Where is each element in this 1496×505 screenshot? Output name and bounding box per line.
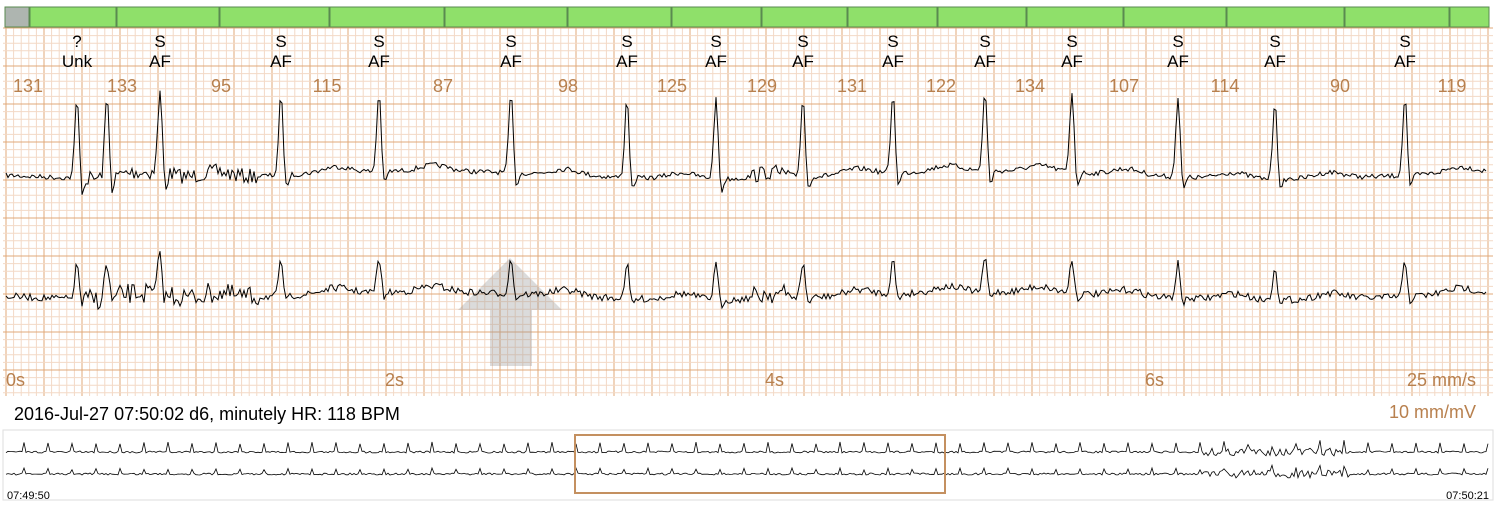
overview-end: 07:50:21 <box>1446 490 1489 502</box>
bar-segment[interactable] <box>219 6 330 28</box>
time-mark: 6s <box>1145 370 1164 390</box>
ecg-lead-2 <box>5 251 1487 311</box>
beat-type: S <box>1066 32 1077 51</box>
bar-segment[interactable] <box>1226 6 1345 28</box>
heart-rate: 119 <box>1438 76 1467 96</box>
heart-rate: 90 <box>1330 76 1350 96</box>
heart-rate: 134 <box>1015 76 1045 96</box>
heart-rate: 95 <box>211 76 231 96</box>
bar-segment[interactable] <box>937 6 1027 28</box>
beat-bar[interactable] <box>4 6 1490 28</box>
speed: 25 mm/s <box>1407 370 1476 390</box>
bar-segment[interactable] <box>567 6 672 28</box>
beat-type: S <box>1172 32 1183 51</box>
beat-type: ? <box>72 32 81 51</box>
time-mark: 4s <box>765 370 784 390</box>
time-mark: 2s <box>385 370 404 390</box>
heart-rate: 133 <box>107 76 137 96</box>
beat-label: AF <box>792 52 814 71</box>
beat-type: S <box>710 32 721 51</box>
beat-label: Unk <box>62 52 93 71</box>
beat-type: S <box>373 32 384 51</box>
bar-segment[interactable] <box>4 6 30 28</box>
heart-rate: 98 <box>558 76 578 96</box>
bar-segment[interactable] <box>761 6 848 28</box>
heart-rate: 87 <box>433 76 453 96</box>
beat-type: S <box>621 32 632 51</box>
bar-segment[interactable] <box>847 6 938 28</box>
heart-rate: 115 <box>313 76 342 96</box>
traces <box>5 90 1487 311</box>
beat-label: AF <box>1167 52 1189 71</box>
overview-lead-1 <box>5 440 1489 457</box>
bar-segment[interactable] <box>1123 6 1227 28</box>
bar-segment[interactable] <box>116 6 220 28</box>
info-text: 2016-Jul-27 07:50:02 d6, minutely HR: 11… <box>14 404 400 424</box>
grid <box>3 27 1493 396</box>
beat-type: S <box>887 32 898 51</box>
beat-type: S <box>275 32 286 51</box>
beat-label: AF <box>149 52 171 71</box>
scroll-arrow[interactable] <box>458 258 562 366</box>
heart-rate: 114 <box>1211 76 1240 96</box>
overview-frame <box>2 429 1494 501</box>
beat-type: S <box>1269 32 1280 51</box>
beat-label: AF <box>974 52 996 71</box>
beat-label: AF <box>1061 52 1083 71</box>
heart-rate: 131 <box>13 76 43 96</box>
beat-type: S <box>797 32 808 51</box>
bar-segment[interactable] <box>29 6 117 28</box>
heart-rate: 107 <box>1109 76 1139 96</box>
beat-type: S <box>1399 32 1410 51</box>
labels: ?UnkSAFSAFSAFSAFSAFSAFSAFSAFSAFSAFSAFSAF… <box>6 32 1466 390</box>
beat-label: AF <box>705 52 727 71</box>
heart-rate: 131 <box>837 76 867 96</box>
bar-segment[interactable] <box>1449 6 1490 28</box>
bar-segment[interactable] <box>671 6 762 28</box>
heart-rate: 125 <box>657 76 687 96</box>
bar-segment[interactable] <box>1344 6 1450 28</box>
overview-lead-2 <box>5 463 1489 480</box>
ecg-lead-1 <box>5 90 1487 195</box>
bar-segment[interactable] <box>329 6 445 28</box>
beat-type: S <box>979 32 990 51</box>
beat-label: AF <box>1394 52 1416 71</box>
overview-start: 07:49:50 <box>7 490 50 502</box>
beat-label: AF <box>368 52 390 71</box>
beat-label: AF <box>616 52 638 71</box>
bar-segment[interactable] <box>444 6 568 28</box>
heart-rate: 122 <box>926 76 956 96</box>
beat-label: AF <box>882 52 904 71</box>
beat-type: S <box>505 32 516 51</box>
beat-label: AF <box>500 52 522 71</box>
time-mark: 0s <box>6 370 25 390</box>
beat-label: AF <box>1264 52 1286 71</box>
overview-window[interactable] <box>574 434 946 494</box>
bar-segment[interactable] <box>1026 6 1124 28</box>
beat-type: S <box>154 32 165 51</box>
overview[interactable] <box>5 440 1489 480</box>
heart-rate: 129 <box>747 76 777 96</box>
gain: 10 mm/mV <box>1389 402 1476 422</box>
beat-label: AF <box>270 52 292 71</box>
